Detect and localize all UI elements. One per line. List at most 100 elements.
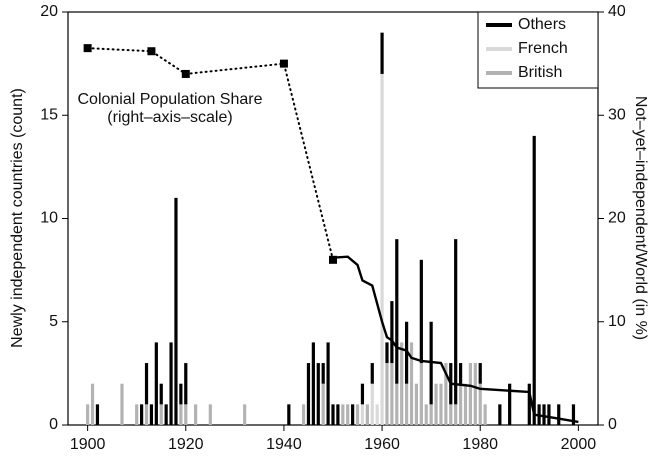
bar bbox=[149, 404, 154, 425]
bar bbox=[316, 363, 320, 425]
bar bbox=[498, 404, 502, 425]
bar bbox=[86, 404, 90, 425]
bar bbox=[179, 404, 183, 425]
bar bbox=[454, 404, 458, 425]
share-marker bbox=[147, 47, 156, 56]
bar bbox=[463, 383, 468, 425]
bar bbox=[140, 404, 144, 425]
bar bbox=[120, 383, 124, 425]
annotation: (right–axis–scale) bbox=[107, 109, 232, 126]
bar bbox=[390, 301, 394, 364]
bar bbox=[527, 383, 531, 425]
x-tick-label: 1920 bbox=[168, 436, 204, 453]
legend-label: British bbox=[518, 64, 562, 81]
y2-axis-label: Not–yet–independent/World (in %) bbox=[632, 96, 649, 340]
y2-tick-label: 10 bbox=[608, 313, 626, 330]
bar bbox=[301, 404, 306, 425]
y2-tick-label: 40 bbox=[608, 3, 626, 20]
bar bbox=[321, 383, 325, 425]
bar bbox=[409, 342, 414, 425]
bar bbox=[346, 404, 350, 425]
bar bbox=[174, 197, 178, 425]
bar bbox=[144, 363, 149, 405]
x-tick-label: 1940 bbox=[266, 436, 302, 453]
bar bbox=[483, 404, 487, 425]
bar bbox=[351, 404, 355, 425]
bar bbox=[321, 363, 325, 384]
bar bbox=[306, 363, 311, 425]
bar bbox=[468, 363, 473, 425]
bar bbox=[380, 73, 384, 425]
y-tick-label: 5 bbox=[49, 313, 58, 330]
bar bbox=[434, 383, 438, 425]
bar bbox=[390, 363, 394, 425]
y-axis-label: Newly independent countries (count) bbox=[9, 88, 26, 348]
y-tick-label: 10 bbox=[40, 210, 58, 227]
bar bbox=[184, 404, 188, 425]
bar bbox=[179, 383, 183, 405]
bar bbox=[478, 383, 482, 425]
bar bbox=[336, 404, 340, 425]
bar bbox=[424, 404, 428, 425]
y-tick-label: 0 bbox=[49, 416, 58, 433]
bar bbox=[169, 342, 173, 425]
x-tick-label: 2000 bbox=[561, 436, 597, 453]
bar bbox=[370, 363, 374, 384]
bar bbox=[400, 342, 404, 425]
share-marker bbox=[329, 255, 337, 264]
bar bbox=[414, 383, 419, 425]
share-marker bbox=[181, 69, 190, 78]
bar bbox=[395, 383, 399, 425]
bar bbox=[326, 342, 330, 425]
bar bbox=[159, 383, 163, 405]
bar bbox=[547, 404, 551, 425]
legend-label: Others bbox=[518, 16, 566, 33]
bar bbox=[532, 135, 536, 425]
annotation: Colonial Population Share bbox=[77, 91, 262, 108]
bar bbox=[571, 404, 576, 425]
bar bbox=[557, 404, 561, 425]
y2-tick-label: 20 bbox=[608, 210, 626, 227]
bar bbox=[473, 363, 477, 425]
bar bbox=[90, 383, 95, 425]
bar bbox=[365, 404, 369, 425]
bar bbox=[395, 239, 399, 384]
bar bbox=[331, 404, 335, 425]
bar bbox=[311, 342, 315, 425]
bar bbox=[542, 404, 546, 425]
bar bbox=[444, 363, 448, 425]
x-tick-label: 1980 bbox=[462, 436, 498, 453]
bar bbox=[429, 404, 433, 425]
bar bbox=[184, 363, 188, 405]
bar bbox=[360, 404, 365, 425]
bar bbox=[95, 404, 100, 425]
bar bbox=[287, 404, 291, 425]
bar bbox=[360, 383, 365, 405]
bar bbox=[439, 383, 443, 425]
share-marker bbox=[83, 44, 92, 53]
share-marker bbox=[279, 59, 288, 68]
bar bbox=[454, 239, 458, 405]
bar bbox=[375, 404, 379, 425]
bar bbox=[159, 404, 163, 425]
x-tick-label: 1960 bbox=[364, 436, 400, 453]
bar bbox=[478, 363, 482, 384]
y-tick-label: 20 bbox=[40, 3, 58, 20]
bar bbox=[385, 363, 389, 425]
bar bbox=[135, 404, 139, 425]
bar bbox=[508, 383, 512, 425]
bar bbox=[193, 404, 198, 425]
bar bbox=[208, 404, 212, 425]
legend-label: French bbox=[518, 40, 568, 57]
y2-tick-label: 0 bbox=[608, 416, 617, 433]
bar bbox=[458, 363, 463, 384]
bar bbox=[419, 259, 423, 364]
bar bbox=[355, 404, 360, 425]
bar bbox=[370, 383, 374, 425]
bar bbox=[243, 404, 247, 425]
y-tick-label: 15 bbox=[40, 106, 58, 123]
bar bbox=[449, 404, 453, 425]
bar bbox=[419, 363, 423, 425]
share-line bbox=[332, 255, 579, 424]
